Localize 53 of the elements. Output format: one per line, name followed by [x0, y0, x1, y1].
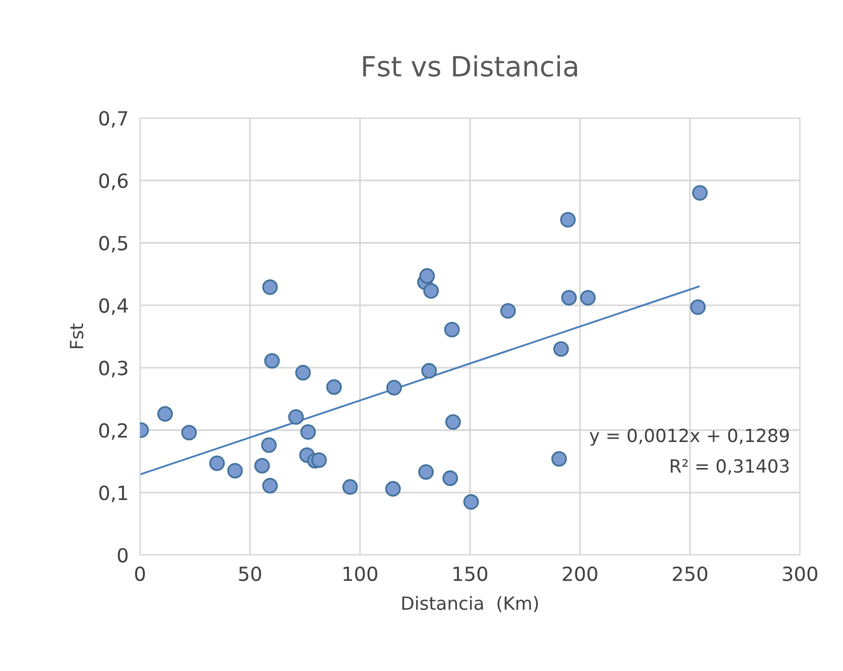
point	[261, 437, 277, 453]
x-tick-label: 0	[135, 566, 145, 582]
point	[295, 364, 311, 380]
point	[342, 479, 358, 495]
point	[421, 363, 437, 379]
point	[262, 478, 278, 494]
y-tick-label: 0,6	[99, 173, 128, 190]
point	[209, 455, 225, 472]
y-tick-label: 0,1	[99, 486, 128, 502]
point	[326, 379, 342, 395]
point	[560, 212, 576, 228]
point	[262, 279, 278, 295]
point	[692, 185, 708, 201]
point	[500, 303, 516, 319]
point	[423, 283, 439, 299]
point	[386, 380, 402, 396]
point	[463, 494, 479, 510]
x-tick-label: 200	[562, 566, 598, 582]
y-tick-label: 0	[118, 548, 128, 563]
point	[444, 322, 460, 338]
point	[300, 424, 316, 440]
point	[288, 409, 304, 425]
y-axis-title: Fst	[70, 323, 84, 348]
point	[254, 458, 270, 474]
chart-title: Fst vs Distancia	[363, 55, 577, 77]
point	[311, 452, 327, 468]
x-tick-label: 150	[454, 566, 488, 582]
x-tick-label: 250	[672, 566, 708, 582]
point	[553, 341, 569, 357]
annotation: y = 0,0012x + 0,1289	[590, 428, 789, 446]
point	[551, 451, 567, 467]
point	[418, 464, 434, 480]
point	[690, 299, 706, 315]
y-tick-label: 0,7	[99, 110, 128, 128]
x-tick-label: 50	[239, 566, 262, 582]
point	[419, 268, 435, 284]
point	[561, 290, 577, 306]
y-tick-label: 0,3	[99, 360, 128, 378]
y-tick-label: 0,4	[99, 298, 128, 315]
x-tick-label: 300	[782, 566, 818, 582]
annotation: R² = 0,31403	[670, 459, 789, 475]
y-tick-label: 0,5	[99, 236, 128, 253]
point	[157, 406, 173, 422]
point	[445, 414, 461, 430]
point	[385, 481, 401, 497]
point	[181, 424, 197, 440]
point	[264, 353, 280, 369]
x-tick-label: 100	[344, 566, 378, 582]
x-axis-title: Distancia (Km)	[402, 596, 538, 612]
point	[580, 290, 596, 306]
point	[227, 462, 243, 478]
point	[442, 470, 458, 486]
y-tick-label: 0,2	[99, 423, 127, 440]
